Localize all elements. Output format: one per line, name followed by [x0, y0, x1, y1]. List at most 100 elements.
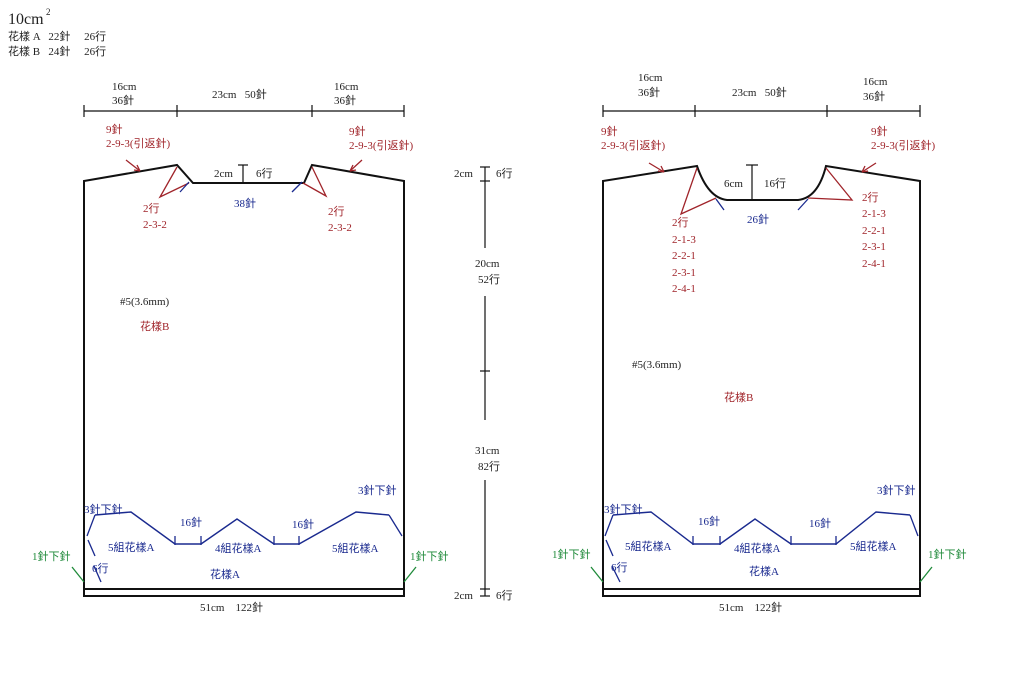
gauge-pattern-a: 花樣 A 22針 26行	[8, 29, 106, 43]
middle-dimension: 2cm 6行 20cm 52行 31cm 82行 2cm 6行	[454, 166, 513, 602]
back-dec-left-item: 2行	[672, 216, 689, 229]
front-bind-right: 3針下針	[358, 483, 397, 497]
front-shoulder-left-1: 9針	[106, 122, 123, 136]
back-pattern-a: 花樣A	[749, 564, 779, 578]
back-bind-left: 3針下針	[604, 502, 643, 516]
middle-upper-cm: 20cm	[475, 258, 500, 270]
front-needle: #5(3.6mm)	[120, 296, 170, 308]
back-dec-left-item: 2-4-1	[672, 283, 696, 295]
back-top-right-cm: 16cm	[863, 76, 888, 88]
front-group-right: 5組花樣A	[332, 541, 378, 555]
front-dec-right-1: 2行	[328, 205, 345, 218]
front-dec-right-2: 2-3-2	[328, 222, 352, 234]
back-shoulder-right-1: 9針	[871, 124, 888, 138]
back-dec-left-item: 2-2-1	[672, 250, 696, 262]
front-edge-right: 1針下針	[410, 549, 449, 563]
back-outline	[602, 164, 921, 597]
front-top-left-cm: 16cm	[112, 81, 137, 93]
front-shoulder-left-2: 2-9-3(引返針)	[106, 136, 170, 150]
back-group-right: 5組花樣A	[850, 539, 896, 553]
front-neck-depth-marker	[238, 164, 248, 182]
back-rows6: 6行	[611, 561, 628, 574]
front-group-mid: 4組花樣A	[215, 541, 261, 555]
front-neck-depth-cm: 2cm	[214, 168, 233, 180]
front-dec-left-1: 2行	[143, 202, 160, 215]
front-top-mid: 23cm 50針	[212, 87, 267, 101]
front-bottom: 51cm 122針	[200, 600, 263, 614]
front-group-left: 5組花樣A	[108, 540, 154, 554]
middle-dimension-lines	[480, 166, 490, 597]
front-top-right-cm: 16cm	[334, 81, 359, 93]
back-dec-right-item: 2-3-1	[862, 241, 886, 253]
back-bind-right: 3針下針	[877, 483, 916, 497]
back-piece: 16cm 36針 23cm 50針 16cm 36針 6cm 16行 26針 9…	[552, 72, 967, 614]
back-top-left-st: 36針	[638, 85, 660, 99]
back-dec-left: 2行 2-1-3 2-2-1 2-3-1 2-4-1	[672, 216, 696, 295]
front-shoulder-right-1: 9針	[349, 124, 366, 138]
front-neck-st: 38針	[234, 196, 256, 210]
back-blue-ticks	[715, 198, 809, 211]
front-piece: 16cm 36針 23cm 50針 16cm 36針 2cm 6行 38針	[32, 81, 449, 614]
back-green-ticks	[590, 566, 933, 583]
back-edge-left: 1針下針	[552, 547, 591, 561]
back-neck-row: 16行	[764, 177, 786, 190]
back-top-dimension	[602, 105, 921, 117]
front-top-left-st: 36針	[112, 93, 134, 107]
back-dec-right: 2行 2-1-3 2-2-1 2-3-1 2-4-1	[862, 191, 886, 270]
front-green-ticks	[71, 566, 417, 583]
back-top-mid: 23cm 50針	[732, 85, 787, 99]
back-neck-depth-marker	[746, 164, 758, 199]
front-pattern-a: 花樣A	[210, 567, 240, 581]
front-pattern-b: 花樣B	[140, 319, 169, 333]
middle-bottom-cm: 2cm	[454, 590, 473, 602]
back-zigzag	[612, 511, 911, 545]
front-bind-left: 3針下針	[84, 502, 123, 516]
back-group-mid: 4組花樣A	[734, 541, 780, 555]
front-outline	[83, 163, 405, 597]
back-red-marks	[648, 162, 877, 216]
back-zigzag-ticks	[604, 514, 919, 583]
back-dec-right-item: 2行	[862, 191, 879, 204]
middle-top-row: 6行	[496, 167, 513, 180]
back-shoulder-left-2: 2-9-3(引返針)	[601, 138, 665, 152]
gauge-block: 10cm 2 花樣 A 22針 26行 花樣 B 24針 26行	[8, 7, 106, 58]
front-red-marks	[125, 159, 363, 199]
middle-lower-cm: 31cm	[475, 445, 500, 457]
front-st16-a: 16針	[180, 515, 202, 529]
back-neck-cm: 6cm	[724, 178, 743, 190]
middle-bottom-row: 6行	[496, 589, 513, 602]
back-shoulder-left-1: 9針	[601, 124, 618, 138]
middle-top-cm: 2cm	[454, 168, 473, 180]
middle-lower-row: 82行	[478, 460, 500, 473]
front-edge-left: 1針下針	[32, 549, 71, 563]
back-dec-right-item: 2-1-3	[862, 208, 886, 220]
front-dec-left-2: 2-3-2	[143, 219, 167, 231]
gauge-title-sup: 2	[46, 7, 51, 17]
back-pattern-b: 花樣B	[724, 390, 753, 404]
front-shoulder-right-2: 2-9-3(引返針)	[349, 138, 413, 152]
back-st16-b: 16針	[809, 516, 831, 530]
back-dec-left-item: 2-1-3	[672, 234, 696, 246]
back-shoulder-right-2: 2-9-3(引返針)	[871, 138, 935, 152]
middle-upper-row: 52行	[478, 273, 500, 286]
front-rows6: 6行	[92, 562, 109, 575]
back-dec-left-item: 2-3-1	[672, 267, 696, 279]
back-dec-right-item: 2-4-1	[862, 258, 886, 270]
front-st16-b: 16針	[292, 517, 314, 531]
front-top-right-st: 36針	[334, 93, 356, 107]
back-dec-right-item: 2-2-1	[862, 225, 886, 237]
front-blue-ticks	[179, 181, 303, 193]
front-neck-depth-row: 6行	[256, 167, 273, 180]
back-st16-a: 16針	[698, 514, 720, 528]
back-bottom: 51cm 122針	[719, 600, 782, 614]
gauge-pattern-b: 花樣 B 24針 26行	[8, 44, 106, 58]
back-neck-st: 26針	[747, 212, 769, 226]
back-group-left: 5組花樣A	[625, 539, 671, 553]
gauge-title: 10cm	[8, 11, 44, 28]
back-needle: #5(3.6mm)	[632, 359, 682, 371]
back-edge-right: 1針下針	[928, 547, 967, 561]
front-zigzag	[94, 511, 390, 545]
front-top-dimension	[83, 105, 405, 117]
back-top-left-cm: 16cm	[638, 72, 663, 84]
